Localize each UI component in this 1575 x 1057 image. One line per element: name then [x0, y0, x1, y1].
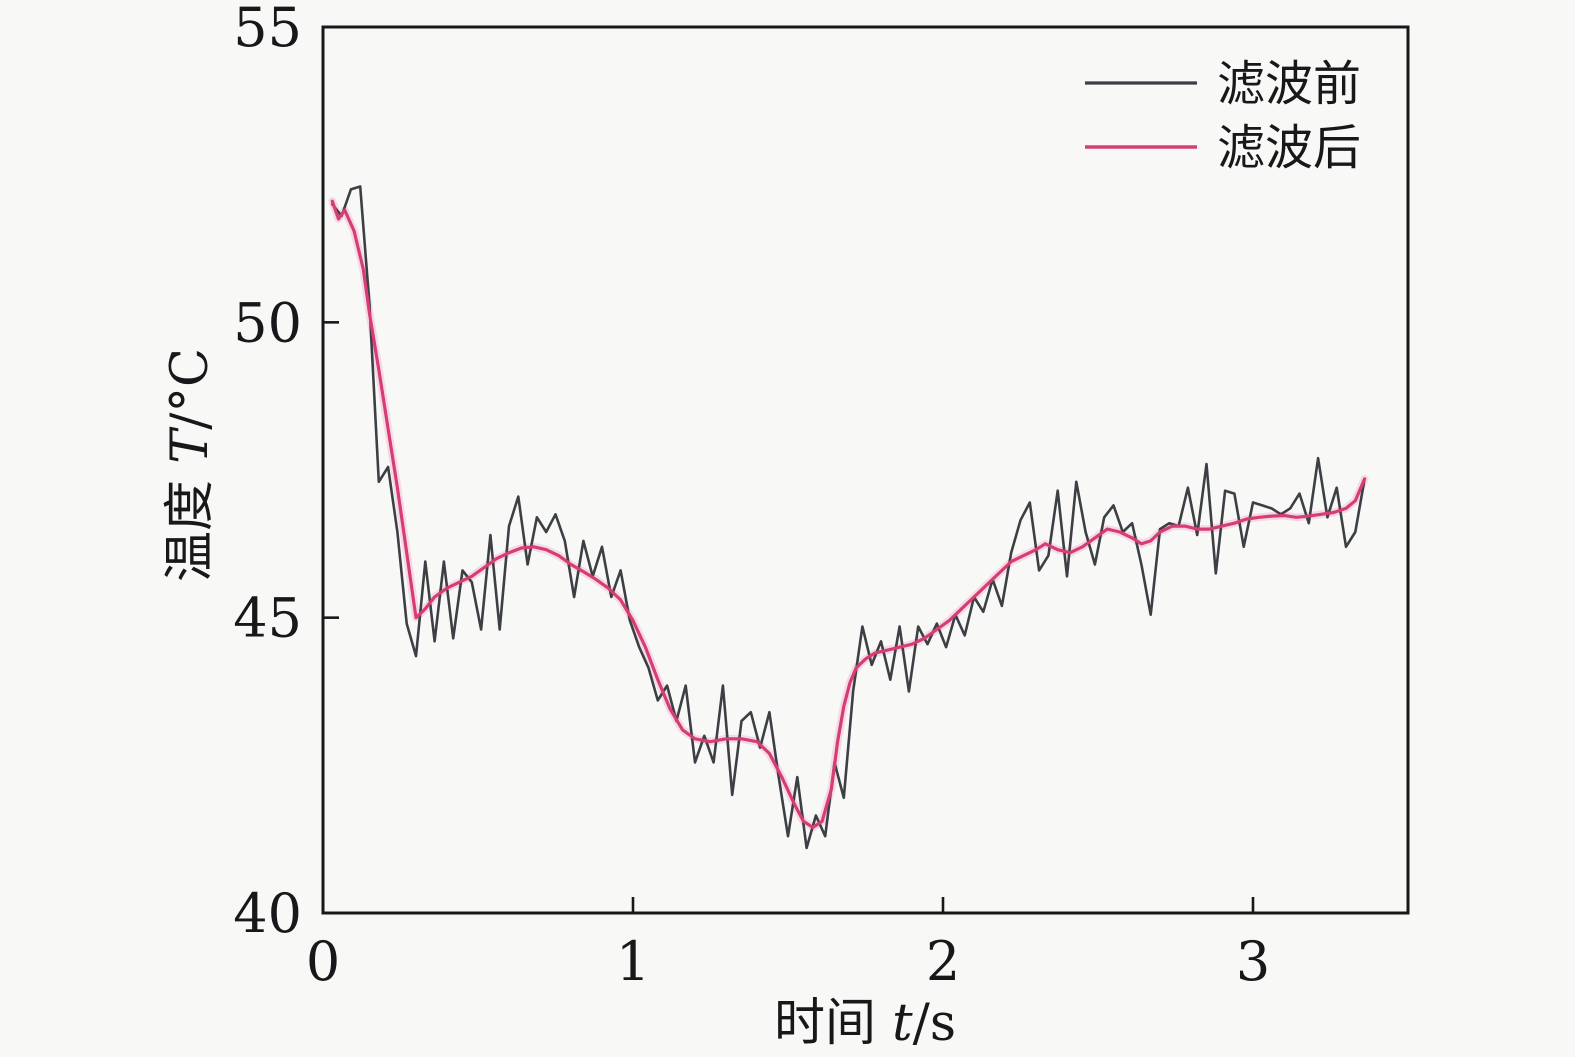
series-filtered-line [330, 199, 1367, 829]
x-tick-label: 2 [926, 930, 960, 993]
y-tick-label: 50 [233, 291, 302, 354]
y-tick-label: 40 [233, 882, 302, 945]
y-axis-ticks [323, 25, 339, 915]
y-tick-label: 45 [233, 587, 302, 650]
x-tick-label: 3 [1236, 930, 1270, 993]
x-axis-label: 时间 t/s [774, 994, 956, 1053]
x-tick-label: 1 [616, 930, 650, 993]
plot-frame [321, 25, 1410, 915]
y-axis-label: 温度 T/°C [161, 348, 220, 582]
legend-filtered-label: 滤波后 [1217, 120, 1361, 176]
x-axis-ticks [321, 897, 1255, 913]
y-tick-label: 55 [233, 0, 302, 59]
y-axis-tick-labels: 40 45 50 55 [233, 0, 302, 945]
legend-raw-label: 滤波前 [1217, 56, 1361, 112]
legend: 滤波前 滤波后 [1085, 56, 1361, 176]
x-tick-label: 0 [306, 930, 340, 993]
series-raw-line [331, 185, 1366, 850]
x-axis-tick-labels: 0 1 2 3 [306, 930, 1270, 993]
